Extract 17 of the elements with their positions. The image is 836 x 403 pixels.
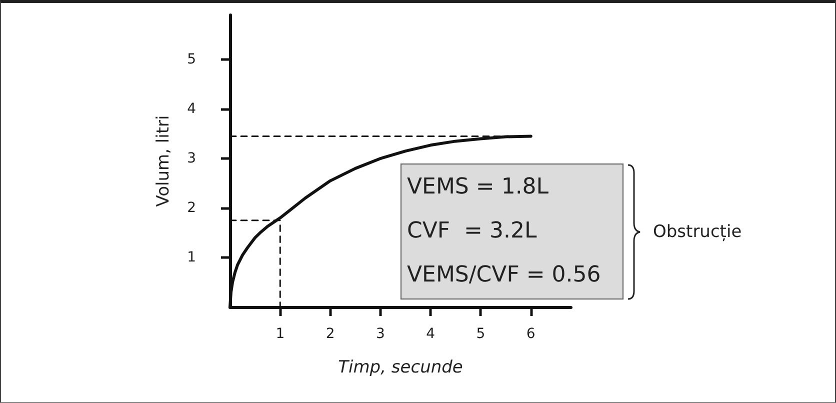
y-axis-title: Volum, litri bbox=[154, 115, 174, 207]
x-tick-label: 5 bbox=[476, 326, 486, 342]
text: Obstrucție bbox=[653, 222, 742, 242]
y-tick-label: 5 bbox=[187, 52, 196, 68]
annotation: VEMS = 1.8L bbox=[407, 174, 550, 200]
y-tick-label: 4 bbox=[187, 101, 196, 118]
x-tick-label: 2 bbox=[326, 326, 335, 342]
y-tick-label: 3 bbox=[187, 150, 196, 167]
x-tick-label: 3 bbox=[376, 326, 385, 342]
x-tick-label: 6 bbox=[526, 326, 536, 342]
x-axis-title: Timp, secunde bbox=[338, 358, 463, 378]
x-tick-label: 4 bbox=[426, 326, 436, 342]
x-tick-label: 1 bbox=[276, 326, 285, 342]
y-tick-label: 1 bbox=[187, 250, 196, 266]
y-tick-label: 2 bbox=[187, 200, 196, 216]
annotation: CVF = 3.2L bbox=[407, 218, 538, 244]
annotation: VEMS/CVF = 0.56 bbox=[407, 262, 601, 288]
